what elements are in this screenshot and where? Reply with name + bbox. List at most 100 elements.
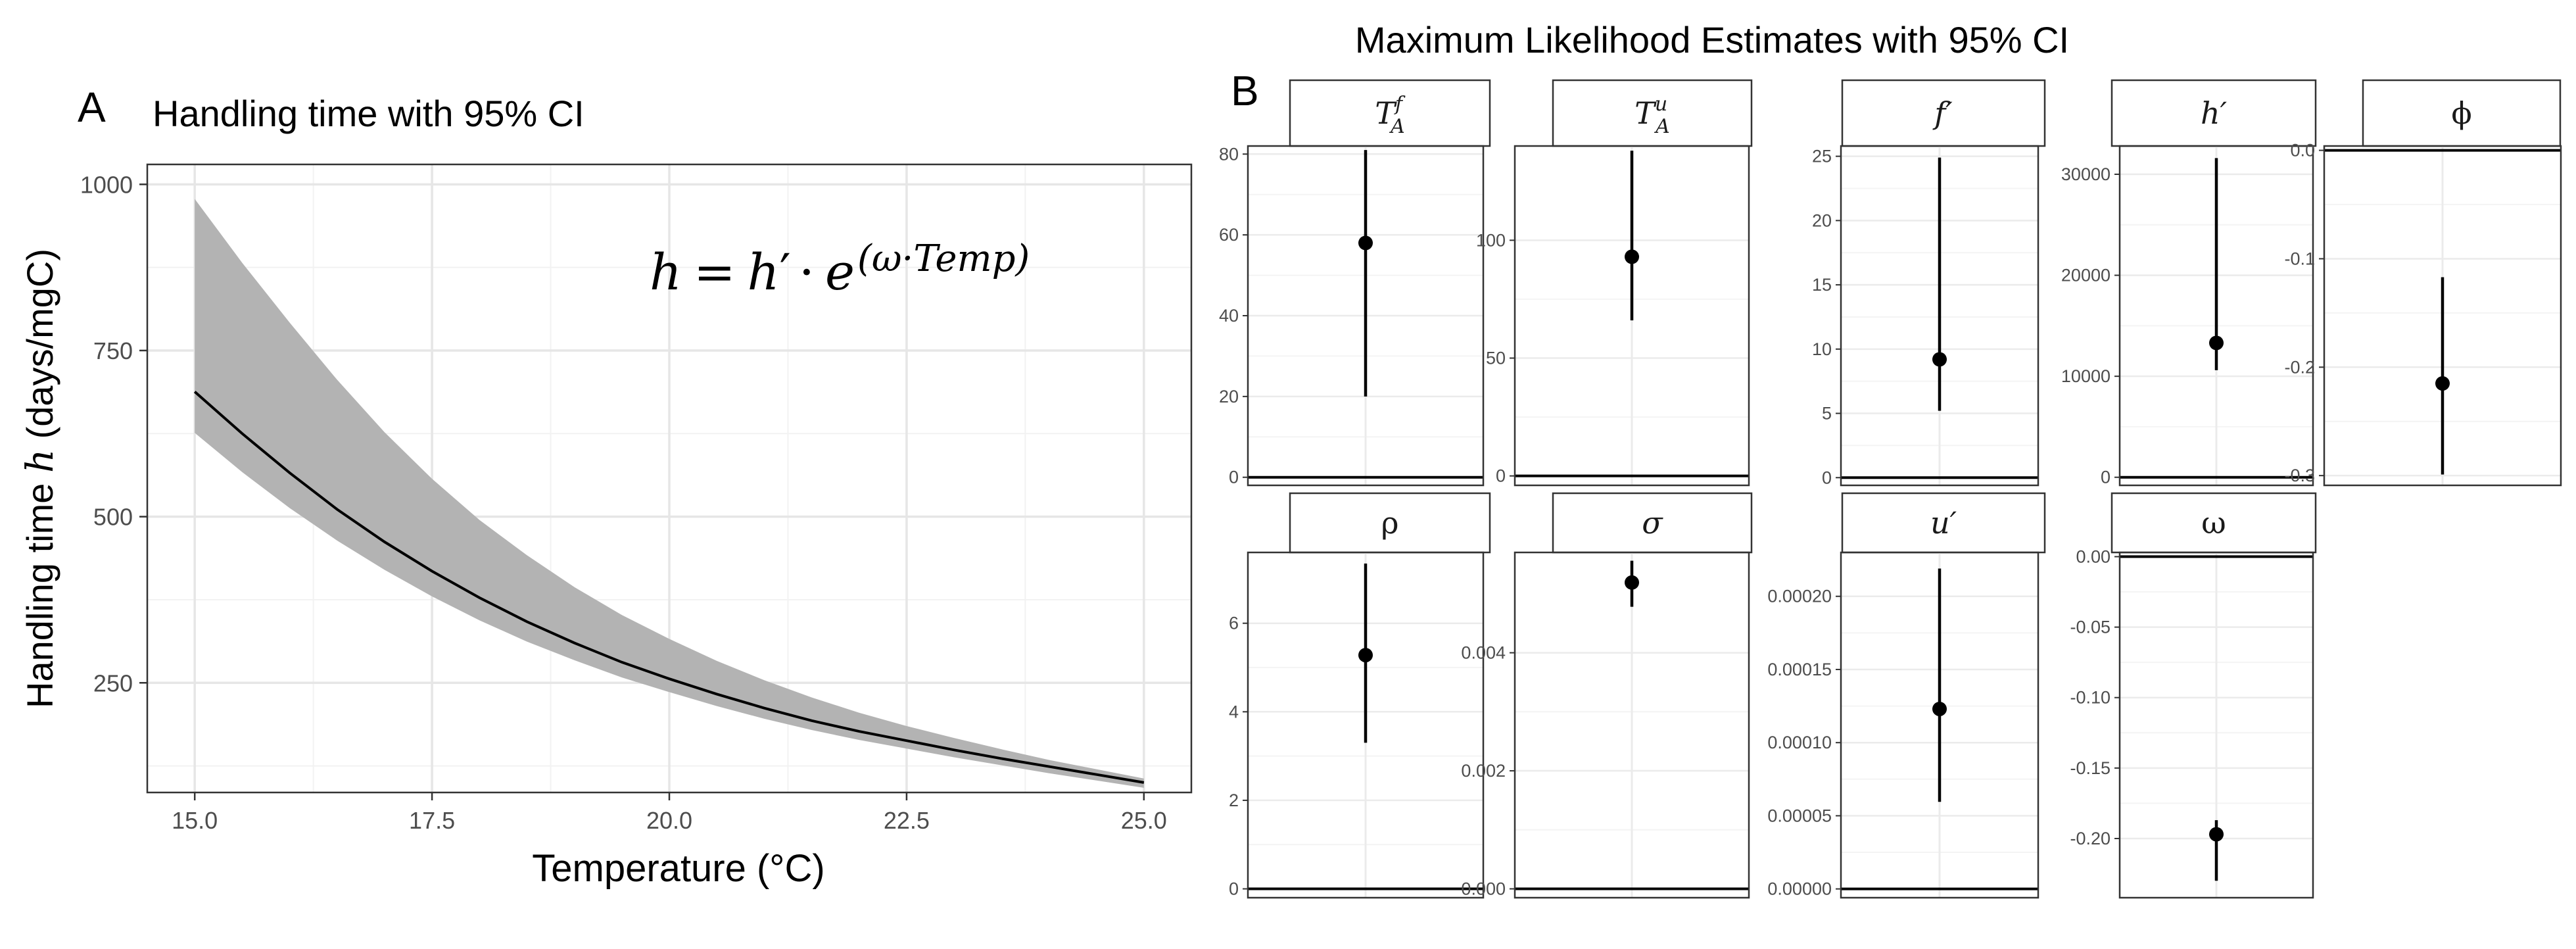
- facet-strip: [1289, 492, 1491, 554]
- estimate-point: [1358, 648, 1373, 663]
- y-tick-label: 100: [1476, 230, 1506, 250]
- facet-panel: h′ 0 10000 20000 30000: [2061, 79, 2317, 487]
- facet-border: [1514, 145, 1750, 487]
- panel-a: A Handling time with 95% CI 15.0 17.5 20.0…: [19, 84, 1193, 890]
- facet-border: [2118, 145, 2314, 487]
- facet-panel: u′ 0.00000 0.00005 0.00010 0.00015 0.00020: [1767, 492, 2046, 899]
- y-tick-label: 10000: [2061, 366, 2111, 386]
- y-tick-label: 10: [1812, 339, 1832, 359]
- y-tick-label: 0: [1229, 468, 1239, 487]
- facet-border: [1247, 551, 1485, 899]
- facet-panel: ω 0.00 -0.05 -0.10 -0.15 -0.20: [2070, 492, 2317, 899]
- y-tick-label: -0.2: [2284, 357, 2315, 377]
- y-tick-label: 2: [1229, 791, 1239, 810]
- y-tick-label: 0: [1822, 468, 1832, 487]
- facet-border: [2118, 551, 2314, 899]
- formula-eq: =: [694, 243, 736, 301]
- y-tick-label: 6: [1229, 614, 1239, 633]
- y-tick-label: -0.05: [2070, 618, 2111, 637]
- facet-strip-label: σ: [1642, 505, 1663, 541]
- x-tick-label: 20.0: [646, 807, 692, 834]
- y-tick-label: 0.00000: [1767, 879, 1832, 899]
- facet-panel: Tu A 0 50 100: [1476, 79, 1753, 487]
- formula-dot: ·: [799, 243, 815, 301]
- formula-e: e: [825, 243, 855, 301]
- panel-a-x-axis-label: Temperature (°C): [532, 847, 824, 890]
- facet-border: [1840, 551, 2039, 899]
- facet-strip: [2362, 79, 2562, 147]
- estimate-point: [1625, 249, 1639, 264]
- panel-b: Maximum Likelihood Estimates with 95% CI…: [1219, 19, 2562, 899]
- facet-panel: σ 0.000 0.002 0.004: [1461, 492, 1753, 899]
- facet-panel: ϕ 0.0 -0.1 -0.2 -0.3: [2284, 79, 2562, 487]
- y-label-var: h: [19, 449, 62, 473]
- facet-border: [2323, 145, 2562, 487]
- panel-b-tag: B: [1231, 67, 1259, 114]
- y-tick-label: 15: [1812, 275, 1832, 295]
- y-tick-label: 750: [93, 337, 133, 364]
- estimate-point: [2209, 827, 2224, 842]
- estimate-point: [1625, 575, 1639, 590]
- facet-panel: f′ 0 5 10 15 20 25: [1812, 79, 2046, 487]
- y-tick-label: 5: [1822, 404, 1832, 424]
- facet-strip: [1289, 79, 1491, 147]
- y-label-prefix: Handling time: [19, 473, 60, 708]
- ci-ribbon: [195, 199, 1144, 788]
- facet-strip: [2111, 79, 2317, 147]
- y-tick-label: 0: [1229, 879, 1239, 899]
- y-tick-label: 20: [1812, 210, 1832, 230]
- y-tick-label: -0.20: [2070, 829, 2111, 848]
- estimate-point: [1932, 702, 1947, 717]
- y-tick-label: 20: [1219, 387, 1239, 406]
- facet-border: [1840, 145, 2039, 487]
- y-tick-label: 80: [1219, 144, 1239, 164]
- formula-h: h: [748, 243, 780, 301]
- y-tick-label: 500: [93, 504, 133, 531]
- facet-strip-label: h′: [2201, 95, 2228, 131]
- y-tick-label: 250: [93, 669, 133, 696]
- panel-a-title: Handling time with 95% CI: [153, 93, 584, 134]
- y-tick-label: 60: [1219, 225, 1239, 245]
- facet-strip: [1841, 79, 2046, 147]
- y-tick-label: 0: [1496, 466, 1506, 486]
- facet-strip: [2111, 492, 2317, 554]
- facet-strip: [1552, 79, 1753, 147]
- y-tick-label: 20000: [2061, 266, 2111, 285]
- y-tick-label: 40: [1219, 306, 1239, 326]
- facet-strip: [1841, 492, 2046, 554]
- y-tick-label: 0.000: [1461, 879, 1506, 899]
- facet-strip: [1552, 492, 1753, 554]
- estimate-line: [193, 391, 1145, 784]
- formula-prime: ′: [780, 243, 791, 301]
- facet-strip-label: u′: [1930, 505, 1957, 541]
- facet-strip-label: Tu A: [1634, 93, 1670, 138]
- facet-strip-label: ω: [2201, 505, 2226, 541]
- y-tick-label: 0: [2101, 468, 2111, 487]
- y-tick-label: 30000: [2061, 164, 2111, 184]
- y-tick-label: 0.00020: [1767, 587, 1832, 606]
- panel-a-y-axis-label: Handling time h (days/mgC): [19, 249, 62, 708]
- panel-a-plot-area: 15.0 17.5 20.0 22.5 25.0 250 500 750 1000: [80, 163, 1193, 834]
- estimate-point: [1932, 352, 1947, 367]
- y-tick-label: 0.004: [1461, 643, 1506, 663]
- y-tick-label: -0.10: [2070, 688, 2111, 708]
- panel-b-title: Maximum Likelihood Estimates with 95% CI: [1355, 19, 2069, 61]
- facet-strip-label: ρ: [1381, 505, 1398, 541]
- facet-strip-label: ϕ: [2451, 95, 2471, 131]
- formula-lhs: h: [650, 243, 682, 301]
- y-tick-label: 50: [1486, 349, 1506, 368]
- facet-border: [1514, 551, 1750, 899]
- x-tick-label: 17.5: [409, 807, 455, 834]
- formula-exponent: (ω·Temp): [857, 237, 1030, 280]
- facet-border: [1247, 145, 1485, 487]
- panel-a-tag: A: [78, 84, 106, 131]
- facet-strip-label: f′: [1932, 95, 1953, 131]
- y-tick-label: 4: [1229, 702, 1239, 721]
- y-tick-label: 0.0: [2290, 141, 2315, 160]
- y-tick-label: 0.00005: [1767, 806, 1832, 825]
- y-tick-label: 0.00010: [1767, 733, 1832, 752]
- estimate-point: [2435, 376, 2450, 391]
- y-tick-label: -0.3: [2284, 466, 2315, 485]
